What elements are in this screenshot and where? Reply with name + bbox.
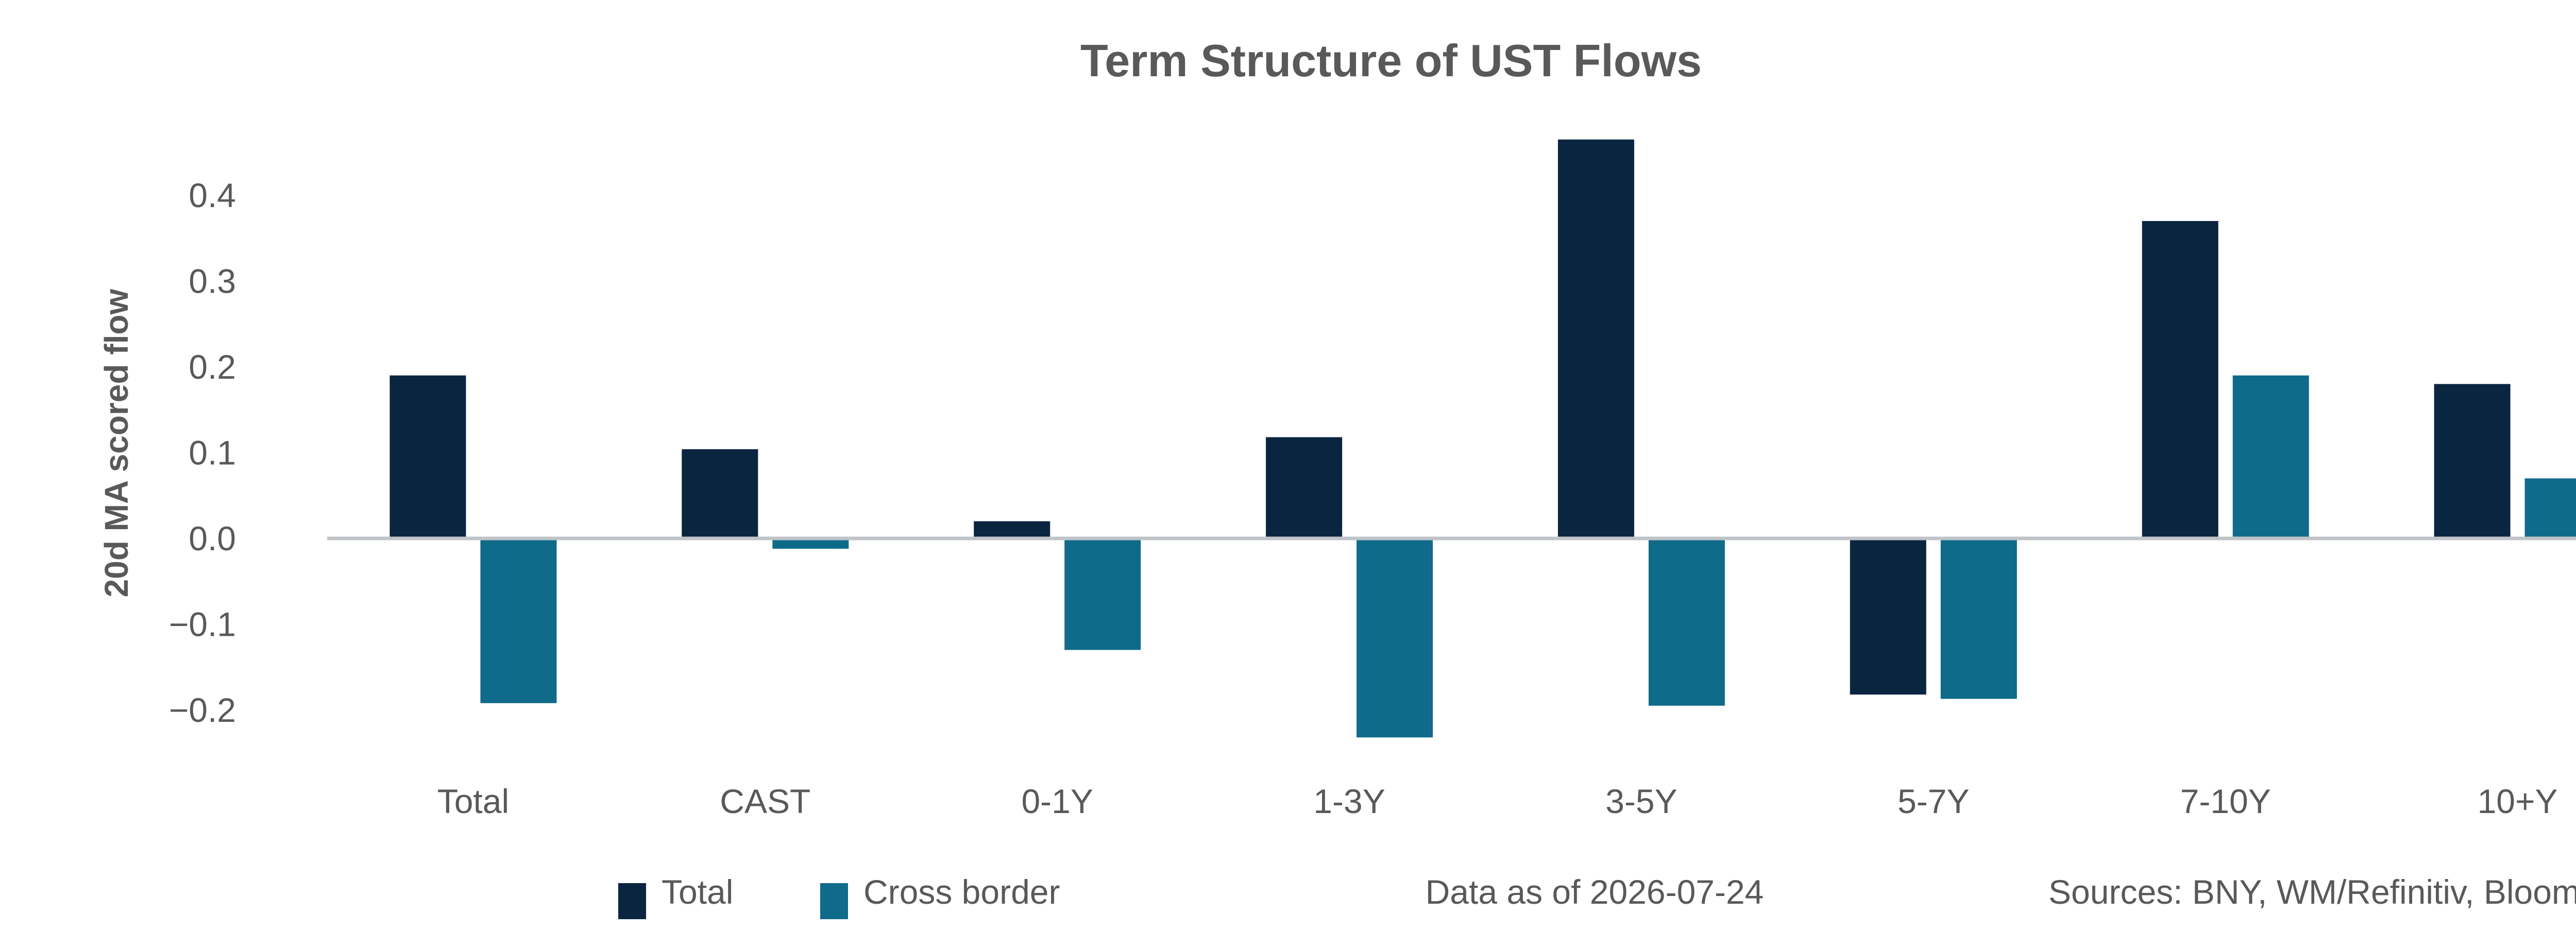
legend: Total Cross border	[618, 873, 1060, 919]
bar-total	[389, 375, 466, 538]
legend-swatch	[618, 883, 646, 919]
bar-total	[2142, 221, 2218, 538]
bar-cross-border	[480, 538, 557, 703]
bar-cross-border	[2232, 375, 2309, 538]
chart-title: Term Structure of UST Flows	[1080, 35, 1702, 86]
bar-cross-border	[2524, 478, 2576, 538]
bar-cross-border	[1940, 538, 2017, 699]
y-tick-label: −0.1	[169, 605, 236, 644]
x-category-label: 10+Y	[2478, 782, 2558, 820]
bar-cross-border	[1648, 538, 1725, 706]
bar-total	[974, 521, 1050, 538]
legend-label: Cross border	[863, 873, 1060, 911]
bar-total	[1266, 437, 1343, 538]
bar-cross-border	[772, 538, 849, 549]
bar-cross-border	[1357, 538, 1433, 738]
y-tick-label: 0.2	[189, 348, 236, 386]
legend-label: Total	[662, 873, 733, 911]
bars	[389, 139, 2576, 738]
x-category-label: CAST	[720, 782, 810, 820]
x-axis-categories: Total CAST 0-1Y 1-3Y 3-5Y 5-7Y 7-10Y 10+Y	[437, 782, 2558, 820]
y-tick-label: 0.3	[189, 262, 236, 300]
bar-cross-border	[1064, 538, 1141, 650]
data-as-of-note: Data as of 2026-07-24	[1426, 873, 1764, 911]
sources-note: Sources: BNY, WM/Refinitiv, Bloomberg	[2048, 873, 2576, 911]
y-tick-label: 0.0	[189, 519, 236, 557]
y-tick-label: 0.4	[189, 176, 236, 214]
legend-swatch	[820, 883, 848, 919]
x-category-label: 0-1Y	[1021, 782, 1093, 820]
y-tick-label: 0.1	[189, 434, 236, 472]
bar-total	[2434, 384, 2511, 538]
x-category-label: 5-7Y	[1897, 782, 1969, 820]
bar-total	[1557, 139, 1634, 538]
y-tick-label: −0.2	[169, 691, 236, 729]
x-category-label: 3-5Y	[1605, 782, 1677, 820]
bar-total	[682, 449, 758, 538]
y-axis-ticks: 0.4 0.3 0.2 0.1 0.0 −0.1 −0.2	[169, 176, 236, 729]
x-category-label: 7-10Y	[2180, 782, 2271, 820]
x-category-label: 1-3Y	[1313, 782, 1385, 820]
y-axis-label: 20d MA scored flow	[98, 289, 135, 597]
x-category-label: Total	[437, 782, 509, 820]
bar-total	[1850, 538, 1926, 695]
